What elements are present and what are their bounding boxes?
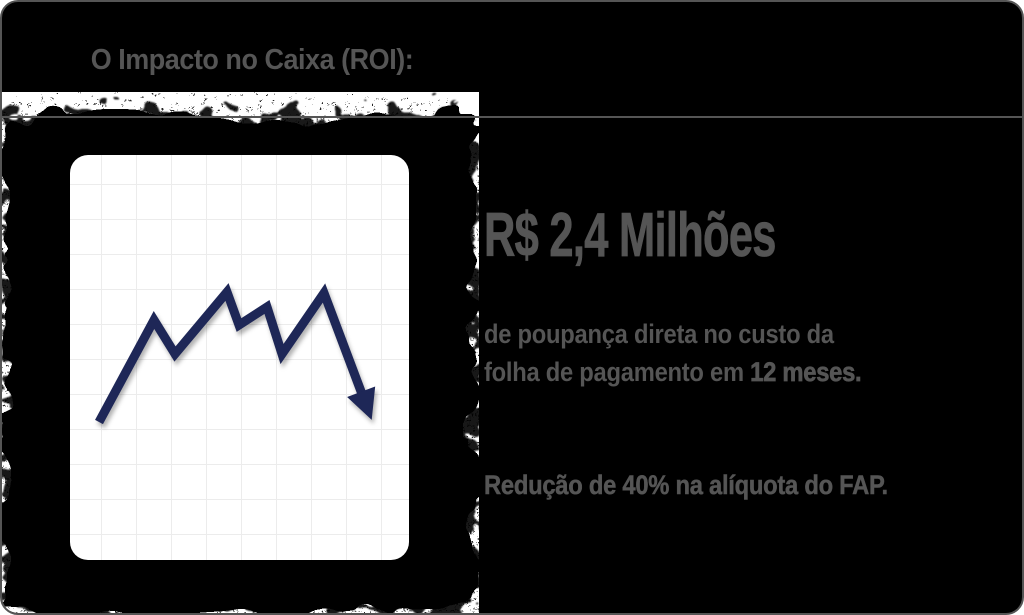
headline-value: R$ 2,4 Milhões bbox=[484, 201, 777, 270]
spray-paint-frame bbox=[6, 116, 475, 612]
fap-reduction-fact: Redução de 40% na alíquota do FAP. bbox=[484, 470, 889, 501]
chart-card bbox=[70, 155, 409, 560]
downtrend-arrow-icon bbox=[95, 283, 376, 425]
trend-photo bbox=[2, 92, 479, 613]
slide-title: O Impacto no Caixa (ROI): bbox=[90, 44, 414, 76]
headline-description: de poupança direta no custo da folha de … bbox=[484, 315, 862, 391]
description-line1: de poupança direta no custo da bbox=[484, 319, 834, 349]
description-line2: folha de pagamento em bbox=[484, 357, 751, 387]
description-line2-bold: 12 meses. bbox=[750, 357, 862, 388]
trend-polyline bbox=[95, 283, 376, 425]
header-divider bbox=[2, 116, 1022, 118]
